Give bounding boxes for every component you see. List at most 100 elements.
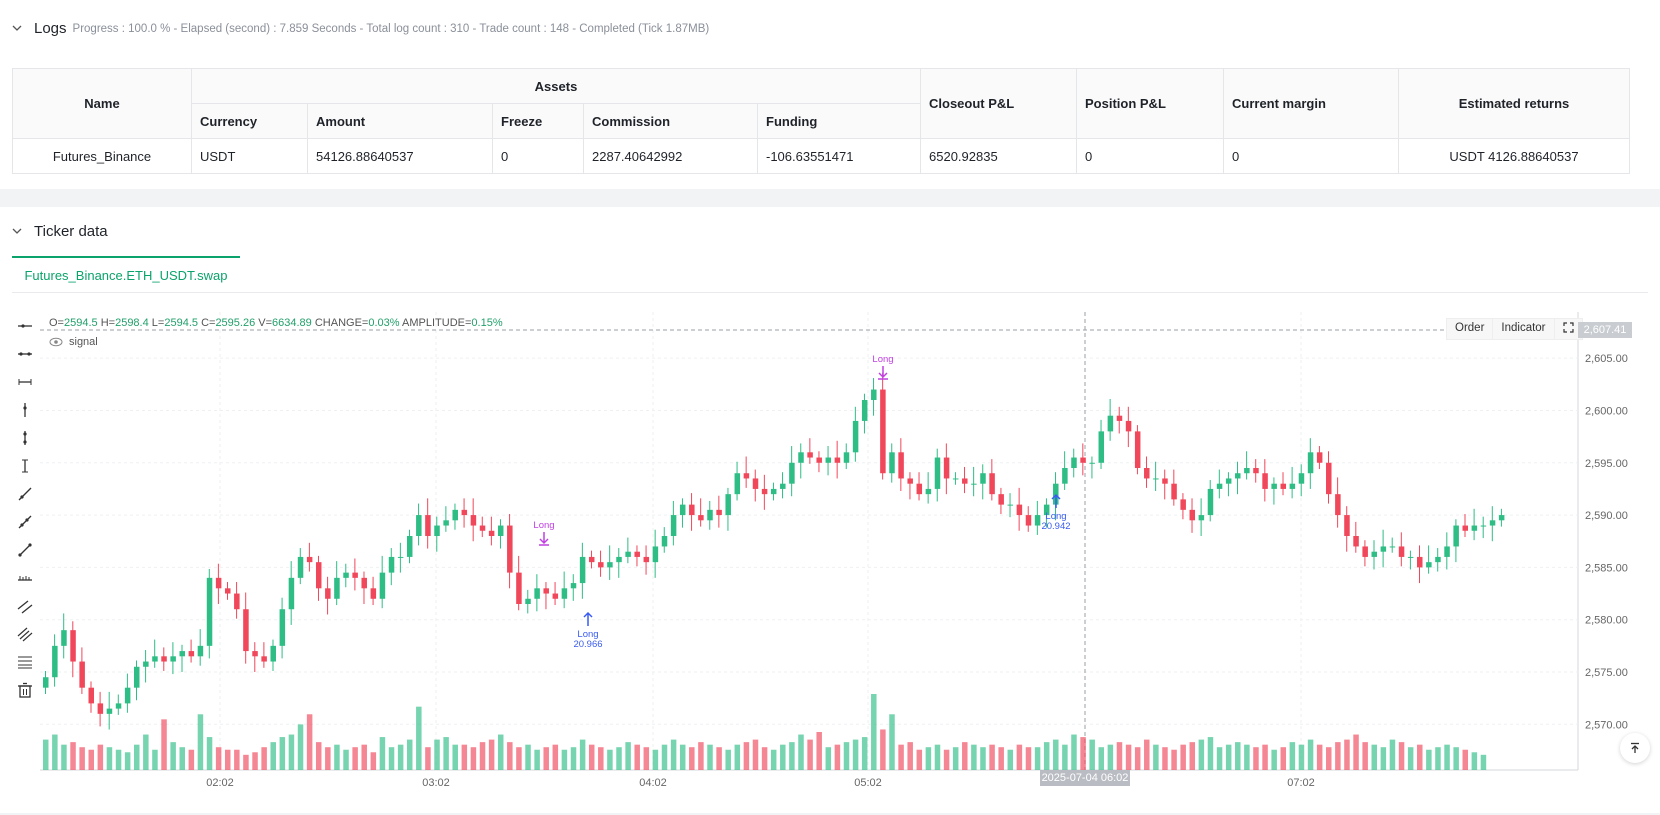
long-entry-qty: 20.966 [573,639,602,650]
candle-body [1435,556,1441,563]
candle-body [479,525,486,531]
trash-icon[interactable] [14,676,36,704]
candle-body [634,551,640,557]
candle-body [1353,536,1359,547]
volume-bar [252,752,258,770]
segment-line-icon[interactable] [14,536,36,564]
volume-bar [1316,744,1323,770]
volume-bar [452,744,458,770]
cell-freeze: 0 [492,138,584,174]
volume-bar [61,744,67,770]
volume-bar [234,749,240,770]
candle-body [816,457,822,463]
assets-table: Name Assets Closeout P&L Position P&L Cu… [12,68,1630,174]
tab-divider [12,292,1648,293]
volume-bar [1271,749,1277,770]
volume-bar [288,734,295,770]
y-tick-label: 2,595.00 [1585,458,1628,470]
volume-bar [1198,739,1205,770]
volume-bar [1380,747,1387,770]
volume-bar [743,742,750,770]
trend-line-icon[interactable] [14,480,36,508]
volume-bar [1062,744,1068,770]
volume-bar [761,747,768,770]
horizontal-line-icon[interactable] [14,340,36,368]
tab-eth-usdt-swap[interactable]: Futures_Binance.ETH_USDT.swap [12,256,240,293]
candle-body [1207,488,1214,516]
scroll-to-latest-button[interactable] [1620,733,1650,763]
candle-body [679,504,686,516]
candle-body [852,420,859,453]
candle-body [1062,468,1068,484]
candle-body [370,588,377,599]
candle-body [1089,462,1095,464]
parallel-channel-icon[interactable] [14,592,36,620]
vertical-ray-icon[interactable] [14,396,36,424]
candle-body [406,536,413,557]
candle-body [707,509,713,521]
volume-bar [361,744,367,770]
candle-body [561,588,568,599]
volume-bar [406,739,413,770]
candle-body [152,656,158,662]
signal-legend[interactable]: signal [49,336,98,348]
logs-progress-meta: Progress : 100.0 % - Elapsed (second) : … [72,23,710,35]
candle-body [1453,525,1459,547]
ray-line-icon[interactable] [14,508,36,536]
ticker-header[interactable]: Ticker data [12,219,108,243]
volume-bar [1298,744,1305,770]
volume-bar [1435,747,1441,770]
vertical-line-icon[interactable] [14,424,36,452]
candle-body [1335,494,1341,516]
volume-bar [161,719,167,770]
candle-body [1280,483,1287,489]
fib-channel-icon[interactable] [14,620,36,648]
chevron-down-icon[interactable] [12,23,22,33]
order-button[interactable]: Order [1446,318,1494,340]
candle-body [215,577,222,589]
volume-bar [479,742,486,770]
candle-body [1189,509,1196,521]
volume-bar [1162,747,1168,770]
horizontal-segment-icon[interactable] [14,368,36,396]
volume-bar [889,714,895,770]
candle-body [507,525,513,573]
candle-body [1043,504,1050,516]
fib-retracement-icon[interactable] [14,648,36,676]
candle-body [725,494,731,516]
candle-body [1125,420,1132,432]
chevron-down-icon[interactable] [12,226,22,236]
volume-bar [97,744,104,770]
candle-body [962,478,968,484]
candle-body [952,478,959,480]
candle-body [443,520,449,526]
indicator-button[interactable]: Indicator [1492,318,1555,340]
candle-body [789,462,795,484]
volume-bar [907,742,913,770]
volume-bar [1053,739,1059,770]
candle-body [552,593,559,599]
volume-bar [643,747,650,770]
eye-icon[interactable] [49,337,63,347]
volume-bar [952,747,959,770]
cell-name: Futures_Binance [12,138,192,174]
y-tick-label: 2,600.00 [1585,405,1628,417]
chart-controls: Order Indicator [1446,318,1583,340]
volume-bar [871,694,877,770]
y-tick-label: 2,575.00 [1585,667,1628,679]
volume-bar [825,747,832,770]
y-tick-label: 2,590.00 [1585,510,1628,522]
price-range-icon[interactable] [14,564,36,592]
vertical-segment-icon[interactable] [14,452,36,480]
signal-arrow [539,532,549,546]
candle-body [1444,546,1450,557]
x-tick-label: 05:02 [854,777,882,789]
candle-body [306,556,313,563]
horizontal-ray-icon[interactable] [14,312,36,340]
logs-header[interactable]: Logs Progress : 100.0 % - Elapsed (secon… [12,16,709,40]
candle-body [115,703,122,709]
volume-bar [661,744,668,770]
candle-body [1471,525,1478,531]
volume-bar [625,742,631,770]
